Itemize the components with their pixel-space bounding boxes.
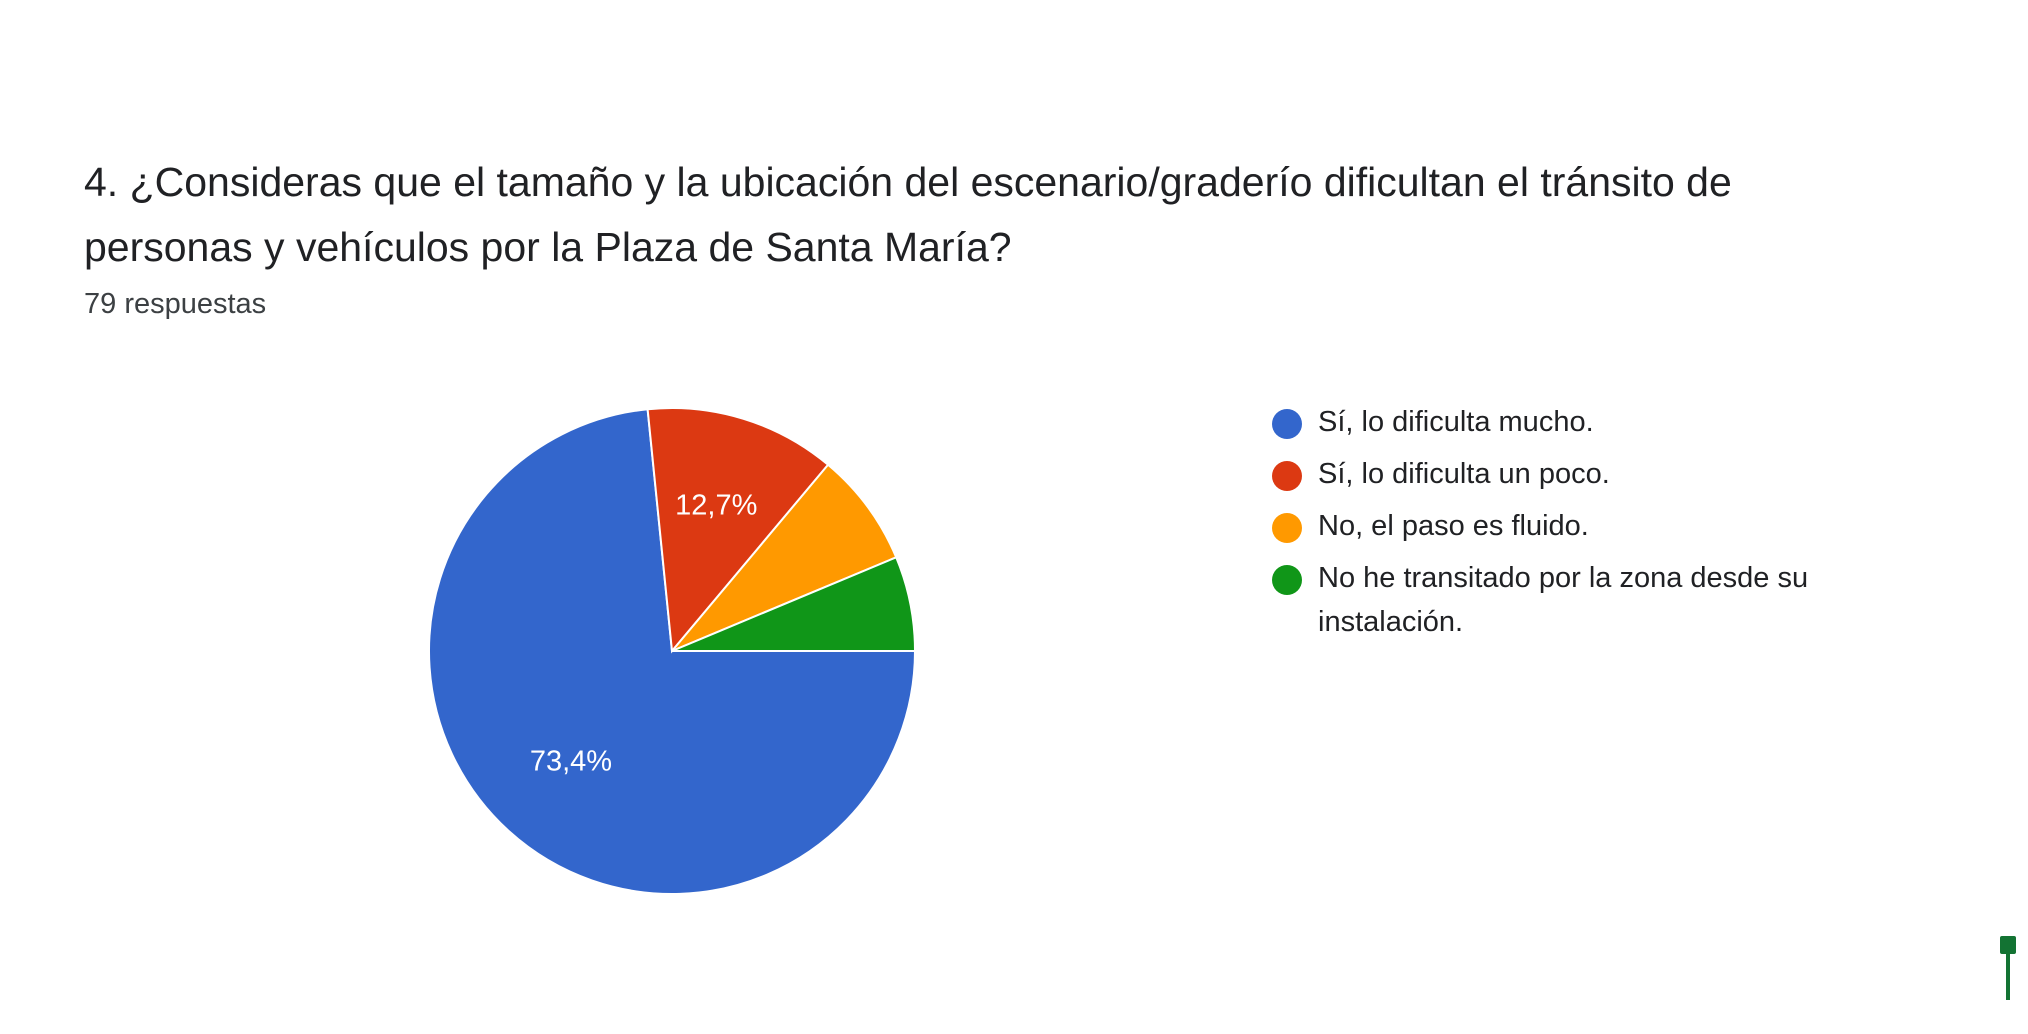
legend-swatch-icon xyxy=(1272,565,1302,595)
legend-item-4[interactable]: No he transitado por la zona desde su in… xyxy=(1272,556,1912,644)
pie-slice-label-1: 73,4% xyxy=(530,745,612,777)
pie-slice-label-2: 12,7% xyxy=(675,490,757,522)
legend-item-3[interactable]: No, el paso es fluido. xyxy=(1272,504,1912,548)
response-count: 79 respuestas xyxy=(84,288,267,320)
legend-item-2[interactable]: Sí, lo dificulta un poco. xyxy=(1272,452,1912,496)
legend-item-1[interactable]: Sí, lo dificulta mucho. xyxy=(1272,400,1912,444)
legend-label: No he transitado por la zona desde su in… xyxy=(1318,562,1809,638)
chart-legend: Sí, lo dificulta mucho. Sí, lo dificulta … xyxy=(1272,400,1912,652)
pie-slice-2[interactable] xyxy=(646,407,830,654)
pie-slice-3[interactable] xyxy=(671,463,898,652)
legend-label: Sí, lo dificulta mucho. xyxy=(1318,406,1594,438)
legend-label: No, el paso es fluido. xyxy=(1318,510,1589,542)
bookmark-icon xyxy=(2000,936,2016,1000)
legend-swatch-icon xyxy=(1272,513,1302,543)
question-title: 4. ¿Consideras que el tamaño y la ubicac… xyxy=(84,159,1732,270)
pie-slice-labels: 73,4% 12,7% xyxy=(530,490,758,778)
pie-slice-4[interactable] xyxy=(671,555,917,652)
legend-label: Sí, lo dificulta un poco. xyxy=(1318,458,1610,490)
legend-swatch-icon xyxy=(1272,409,1302,439)
pie-slices xyxy=(428,407,917,895)
legend-swatch-icon xyxy=(1272,461,1302,491)
